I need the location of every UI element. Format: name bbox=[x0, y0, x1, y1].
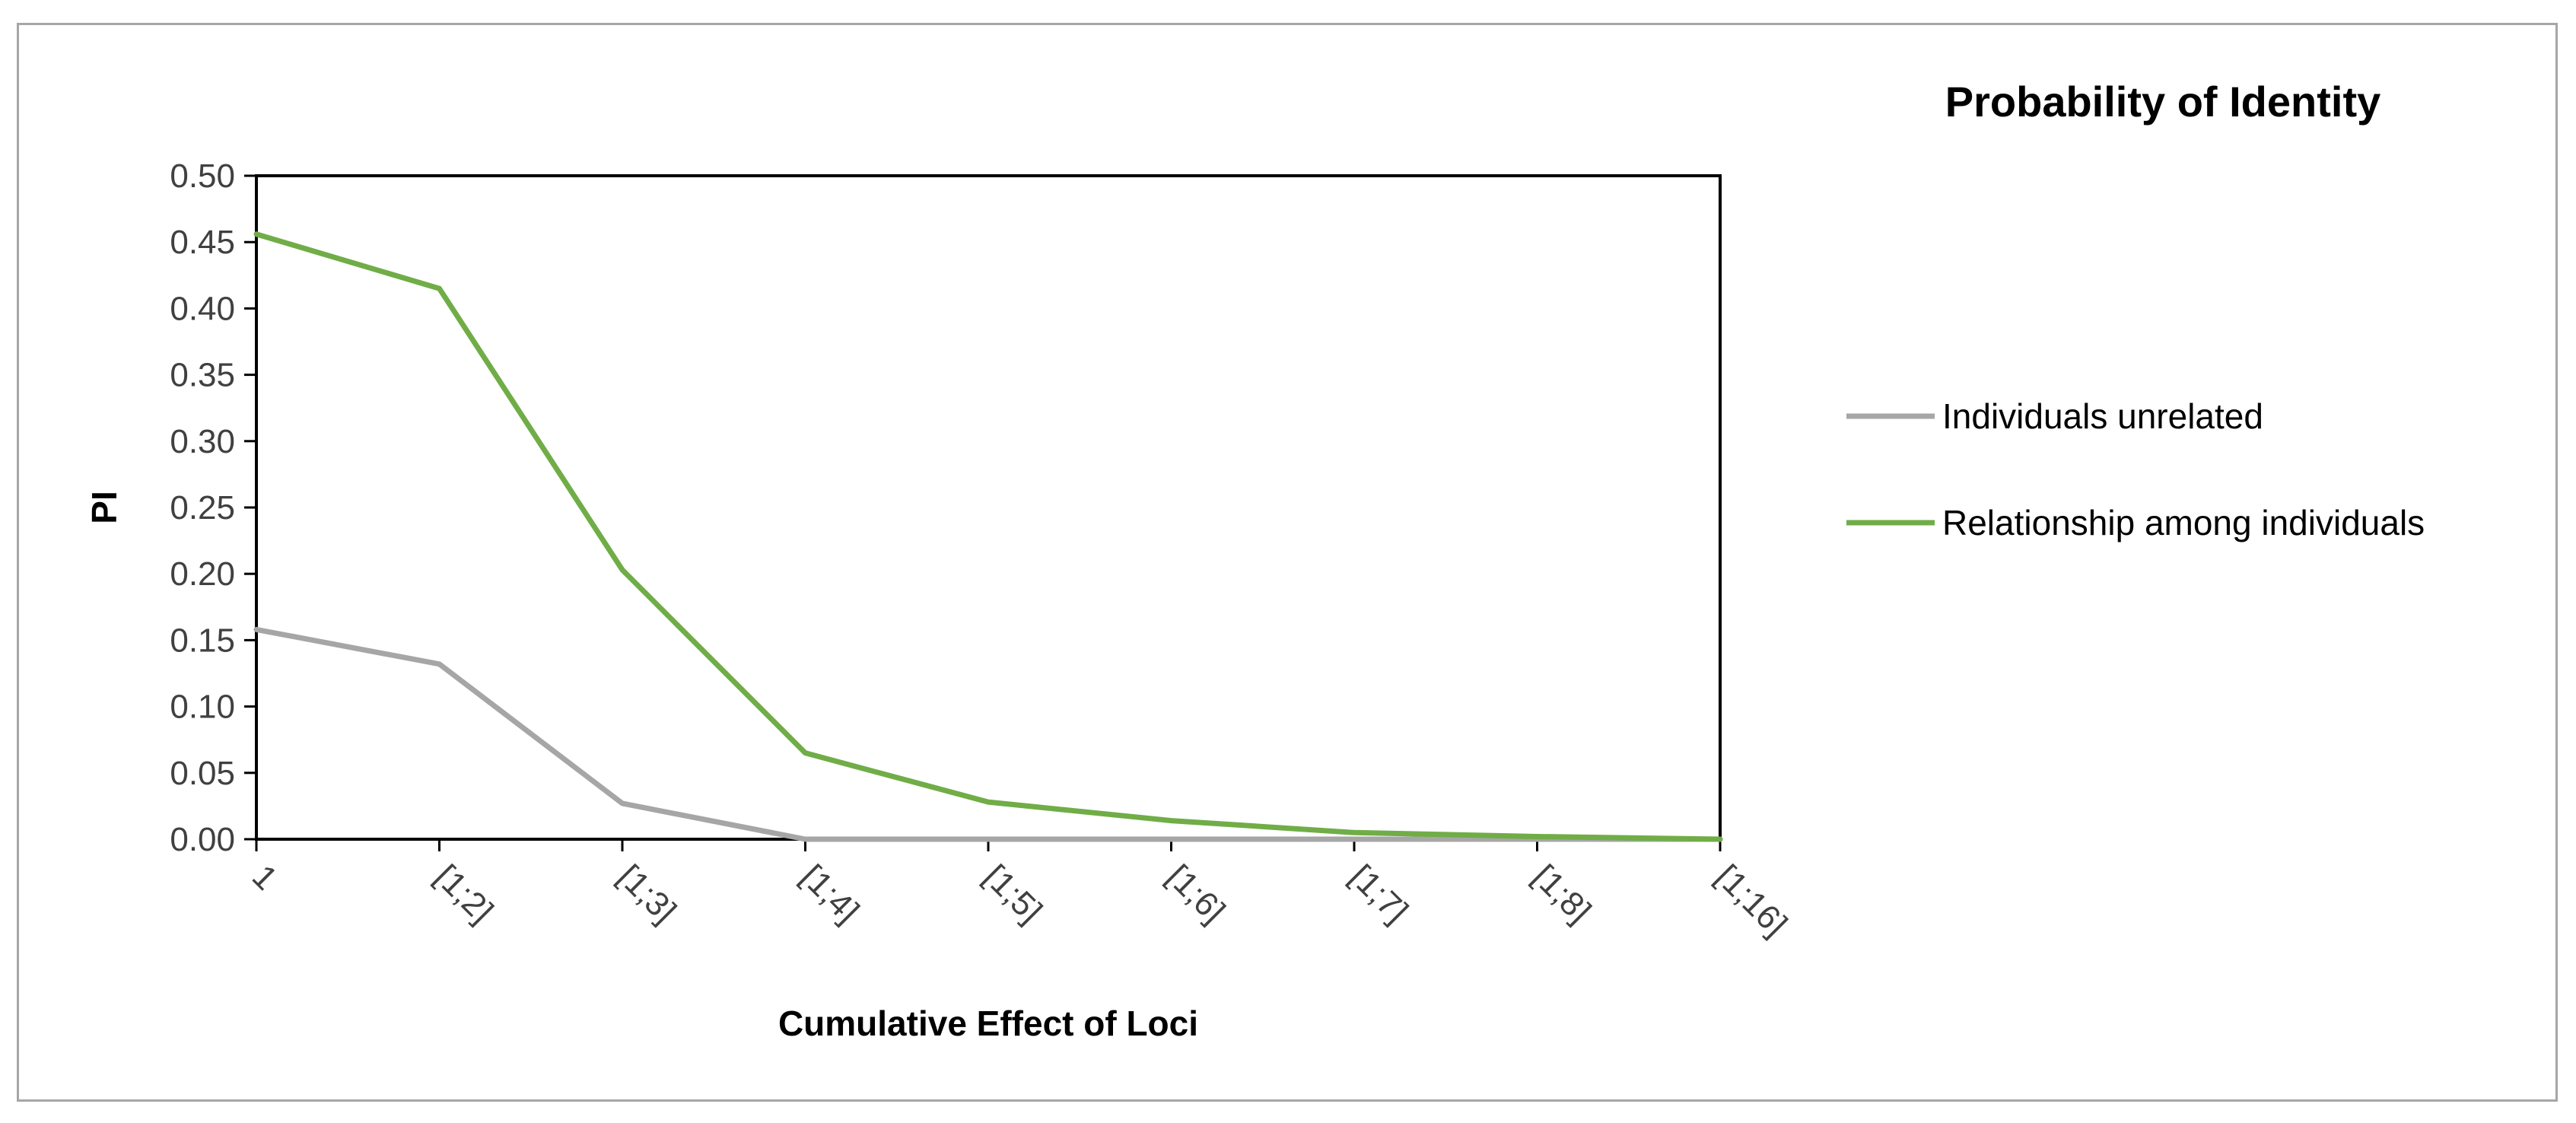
y-tick-label: 0.50 bbox=[170, 157, 235, 195]
y-tick-label: 0.15 bbox=[170, 622, 235, 659]
chart-svg: Probability of Identity 0.00 0.05 0.10 0.15… bbox=[84, 78, 2425, 1043]
chart-title: Probability of Identity bbox=[1945, 78, 2380, 126]
x-tick-label: [1;4] bbox=[793, 857, 866, 930]
legend-label: Individuals unrelated bbox=[1942, 396, 2263, 436]
series-line-1 bbox=[253, 231, 1723, 842]
y-tick-label: 0.20 bbox=[170, 555, 235, 593]
series-lines bbox=[253, 231, 1723, 842]
x-tick-label: [1;8] bbox=[1525, 857, 1598, 930]
x-tick-label: [1;6] bbox=[1159, 857, 1232, 930]
y-tick-label: 0.25 bbox=[170, 489, 235, 527]
y-tick-label: 0.00 bbox=[170, 821, 235, 858]
legend: Individuals unrelated Relationship among … bbox=[1846, 396, 2425, 542]
x-tick-label: [1;5] bbox=[977, 857, 1049, 930]
x-axis-title: Cumulative Effect of Loci bbox=[778, 1004, 1198, 1043]
chart-frame: Probability of Identity 0.00 0.05 0.10 0.15… bbox=[17, 23, 2558, 1102]
legend-label: Relationship among individuals bbox=[1942, 503, 2425, 542]
x-tick-label: [1;7] bbox=[1343, 857, 1415, 930]
y-axis-title: PI bbox=[84, 491, 124, 523]
x-tick-label: [1;16] bbox=[1709, 857, 1794, 943]
y-tick-label: 0.40 bbox=[170, 290, 235, 327]
y-tick-label: 0.30 bbox=[170, 423, 235, 460]
y-axis: 0.00 0.05 0.10 0.15 0.20 0.25 0.30 0.35 0.40 0.45… bbox=[170, 157, 256, 858]
y-tick-label: 0.35 bbox=[170, 357, 235, 394]
plot-area bbox=[255, 174, 1722, 841]
y-tick-label: 0.45 bbox=[170, 224, 235, 261]
x-axis: 1 [1;2] [1;3] [1;4] [1;5] [1;6] [1;7] [1;8] [1;1… bbox=[245, 839, 1794, 943]
series-line-0 bbox=[253, 626, 1723, 842]
y-tick-label: 0.05 bbox=[170, 755, 235, 792]
x-tick-label: 1 bbox=[245, 857, 285, 897]
y-tick-label: 0.10 bbox=[170, 689, 235, 726]
x-tick-label: [1;3] bbox=[611, 857, 683, 930]
x-tick-label: [1;2] bbox=[428, 857, 500, 930]
